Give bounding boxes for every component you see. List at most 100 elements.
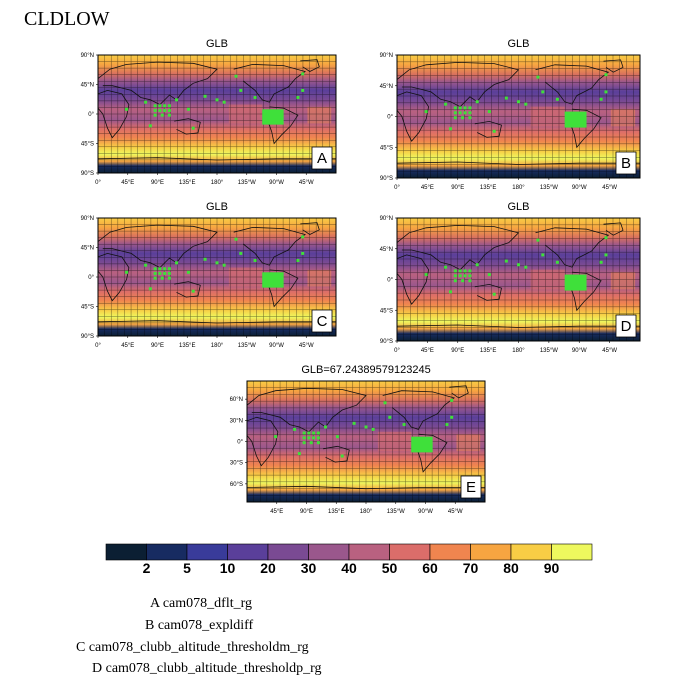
lat-tick-label: 60°S <box>230 482 243 488</box>
panel-letter: A <box>317 150 327 167</box>
significance-markers <box>274 398 454 458</box>
lat-tick-label: 0° <box>387 115 393 121</box>
lon-tick-label: 90°W <box>572 185 587 191</box>
page-title: CLDLOW <box>24 8 110 30</box>
lon-tick-label: 90°E <box>451 348 464 354</box>
lon-tick-label: 45°E <box>421 185 434 191</box>
lat-tick-label: 45°S <box>81 142 94 148</box>
lon-tick-label: 45°E <box>270 509 283 515</box>
lon-tick-label: 180° <box>211 343 224 349</box>
colorbar-swatch <box>389 543 431 561</box>
lon-tick-label: 0° <box>394 185 400 191</box>
axis-ticks: 90°N45°N0°45°S90°S0° 45°E 90°E 135°E 180° 135… <box>380 216 618 354</box>
coastlines <box>97 222 336 324</box>
colorbar-tick-label: 30 <box>300 560 317 576</box>
lon-tick-label: 90°W <box>269 180 284 186</box>
axis-ticks: 90°N45°N0°45°S90°S0° 45°E 90°E 135°E 180° 135… <box>81 53 314 186</box>
colorbar-swatch <box>510 543 552 561</box>
significance-markers <box>125 72 305 130</box>
lon-tick-label: 45°E <box>121 180 134 186</box>
significance-region <box>564 111 587 128</box>
lon-tick-label: 45°W <box>299 343 314 349</box>
lat-tick-label: 90°N <box>81 216 94 222</box>
colorbar-swatch <box>551 543 593 561</box>
legend-item-c: C cam078_clubb_altitude_thresholdm_rg <box>76 640 309 655</box>
panel-letter: C <box>317 313 328 330</box>
lon-tick-label: 45°W <box>602 348 617 354</box>
lon-tick-label: 0° <box>394 348 400 354</box>
lon-tick-label: 180° <box>512 348 525 354</box>
colorbar-swatch <box>186 543 228 561</box>
colorbar <box>105 543 593 561</box>
lat-tick-label: 90°N <box>81 53 94 59</box>
lat-tick-label: 0° <box>237 440 243 446</box>
lon-tick-label: 135°E <box>328 509 344 515</box>
lon-tick-label: 180° <box>512 185 525 191</box>
lat-tick-label: 45°S <box>380 308 393 314</box>
colorbar-tick-label: 90 <box>543 560 560 576</box>
lat-tick-label: 45°N <box>380 247 393 253</box>
lon-tick-label: 135°W <box>540 185 558 191</box>
lon-tick-label: 45°W <box>448 509 463 515</box>
significance-markers <box>125 235 305 293</box>
colorbar-swatch <box>348 543 390 561</box>
colorbar-tick-label: 60 <box>422 560 438 576</box>
lon-tick-label: 135°E <box>179 343 195 349</box>
significance-region <box>411 436 433 453</box>
colorbar-swatch <box>227 543 269 561</box>
lon-tick-label: 45°W <box>602 185 617 191</box>
lon-tick-label: 135°E <box>480 348 496 354</box>
lon-tick-label: 135°W <box>238 343 256 349</box>
panel-letter-box <box>615 314 637 338</box>
lat-tick-label: 90°S <box>81 171 94 177</box>
lat-tick-label: 0° <box>88 112 94 118</box>
lon-tick-label: 135°E <box>179 180 195 186</box>
panel-title: GLB <box>206 201 228 213</box>
axis-ticks: 90°N45°N0°45°S90°S0° 45°E 90°E 135°E 180° 135… <box>81 216 314 349</box>
panel-letter-box <box>460 475 482 499</box>
lat-tick-label: 90°S <box>81 334 94 340</box>
colorbar-swatch <box>267 543 309 561</box>
significance-region <box>564 274 587 291</box>
significance-markers <box>424 73 608 133</box>
panel-letter: D <box>621 318 632 335</box>
lon-tick-label: 0° <box>95 180 101 186</box>
colorbar-swatch <box>105 543 147 561</box>
colorbar-tick-label: 20 <box>260 560 276 576</box>
panel-title: GLB=67.24389579123245 <box>301 364 430 376</box>
colorbar-swatch <box>470 543 512 561</box>
lon-tick-label: 45°W <box>299 180 314 186</box>
lon-tick-label: 90°W <box>418 509 433 515</box>
lon-tick-label: 180° <box>211 180 224 186</box>
lat-tick-label: 90°N <box>380 216 393 222</box>
significance-markers <box>424 236 608 296</box>
panel-letter: E <box>466 479 476 496</box>
colorbar-tick-label: 50 <box>381 560 398 576</box>
legend-item-a: A cam078_dflt_rg <box>150 596 253 611</box>
panel-letter-box <box>311 309 333 333</box>
panel-letter: B <box>621 155 631 172</box>
panel-letter-box <box>311 146 333 170</box>
lon-tick-label: 90°E <box>300 509 313 515</box>
colorbar-swatch <box>146 543 188 561</box>
colorbar-tick-label: 80 <box>503 560 519 576</box>
coastlines <box>396 59 640 165</box>
lon-tick-label: 0° <box>95 343 101 349</box>
panel-title: GLB <box>507 201 529 213</box>
lon-tick-label: 90°E <box>151 343 164 349</box>
lon-tick-label: 90°E <box>151 180 164 186</box>
lat-tick-label: 45°S <box>380 145 393 151</box>
lon-tick-label: 135°W <box>387 509 405 515</box>
colorbar-swatch <box>308 543 350 561</box>
legend-item-b: B cam078_expldiff <box>145 618 254 633</box>
colorbar-tick-label: 70 <box>462 560 479 576</box>
lat-tick-label: 45°N <box>81 83 94 89</box>
colorbar-tick-label: 2 <box>142 560 151 576</box>
coastlines <box>97 59 336 161</box>
map-panel-e: GLB=67.24389579123245 E 60°N 30°N 0° 30°S 60°S… <box>230 364 486 515</box>
coastlines <box>246 385 485 490</box>
lon-tick-label: 90°W <box>572 348 587 354</box>
